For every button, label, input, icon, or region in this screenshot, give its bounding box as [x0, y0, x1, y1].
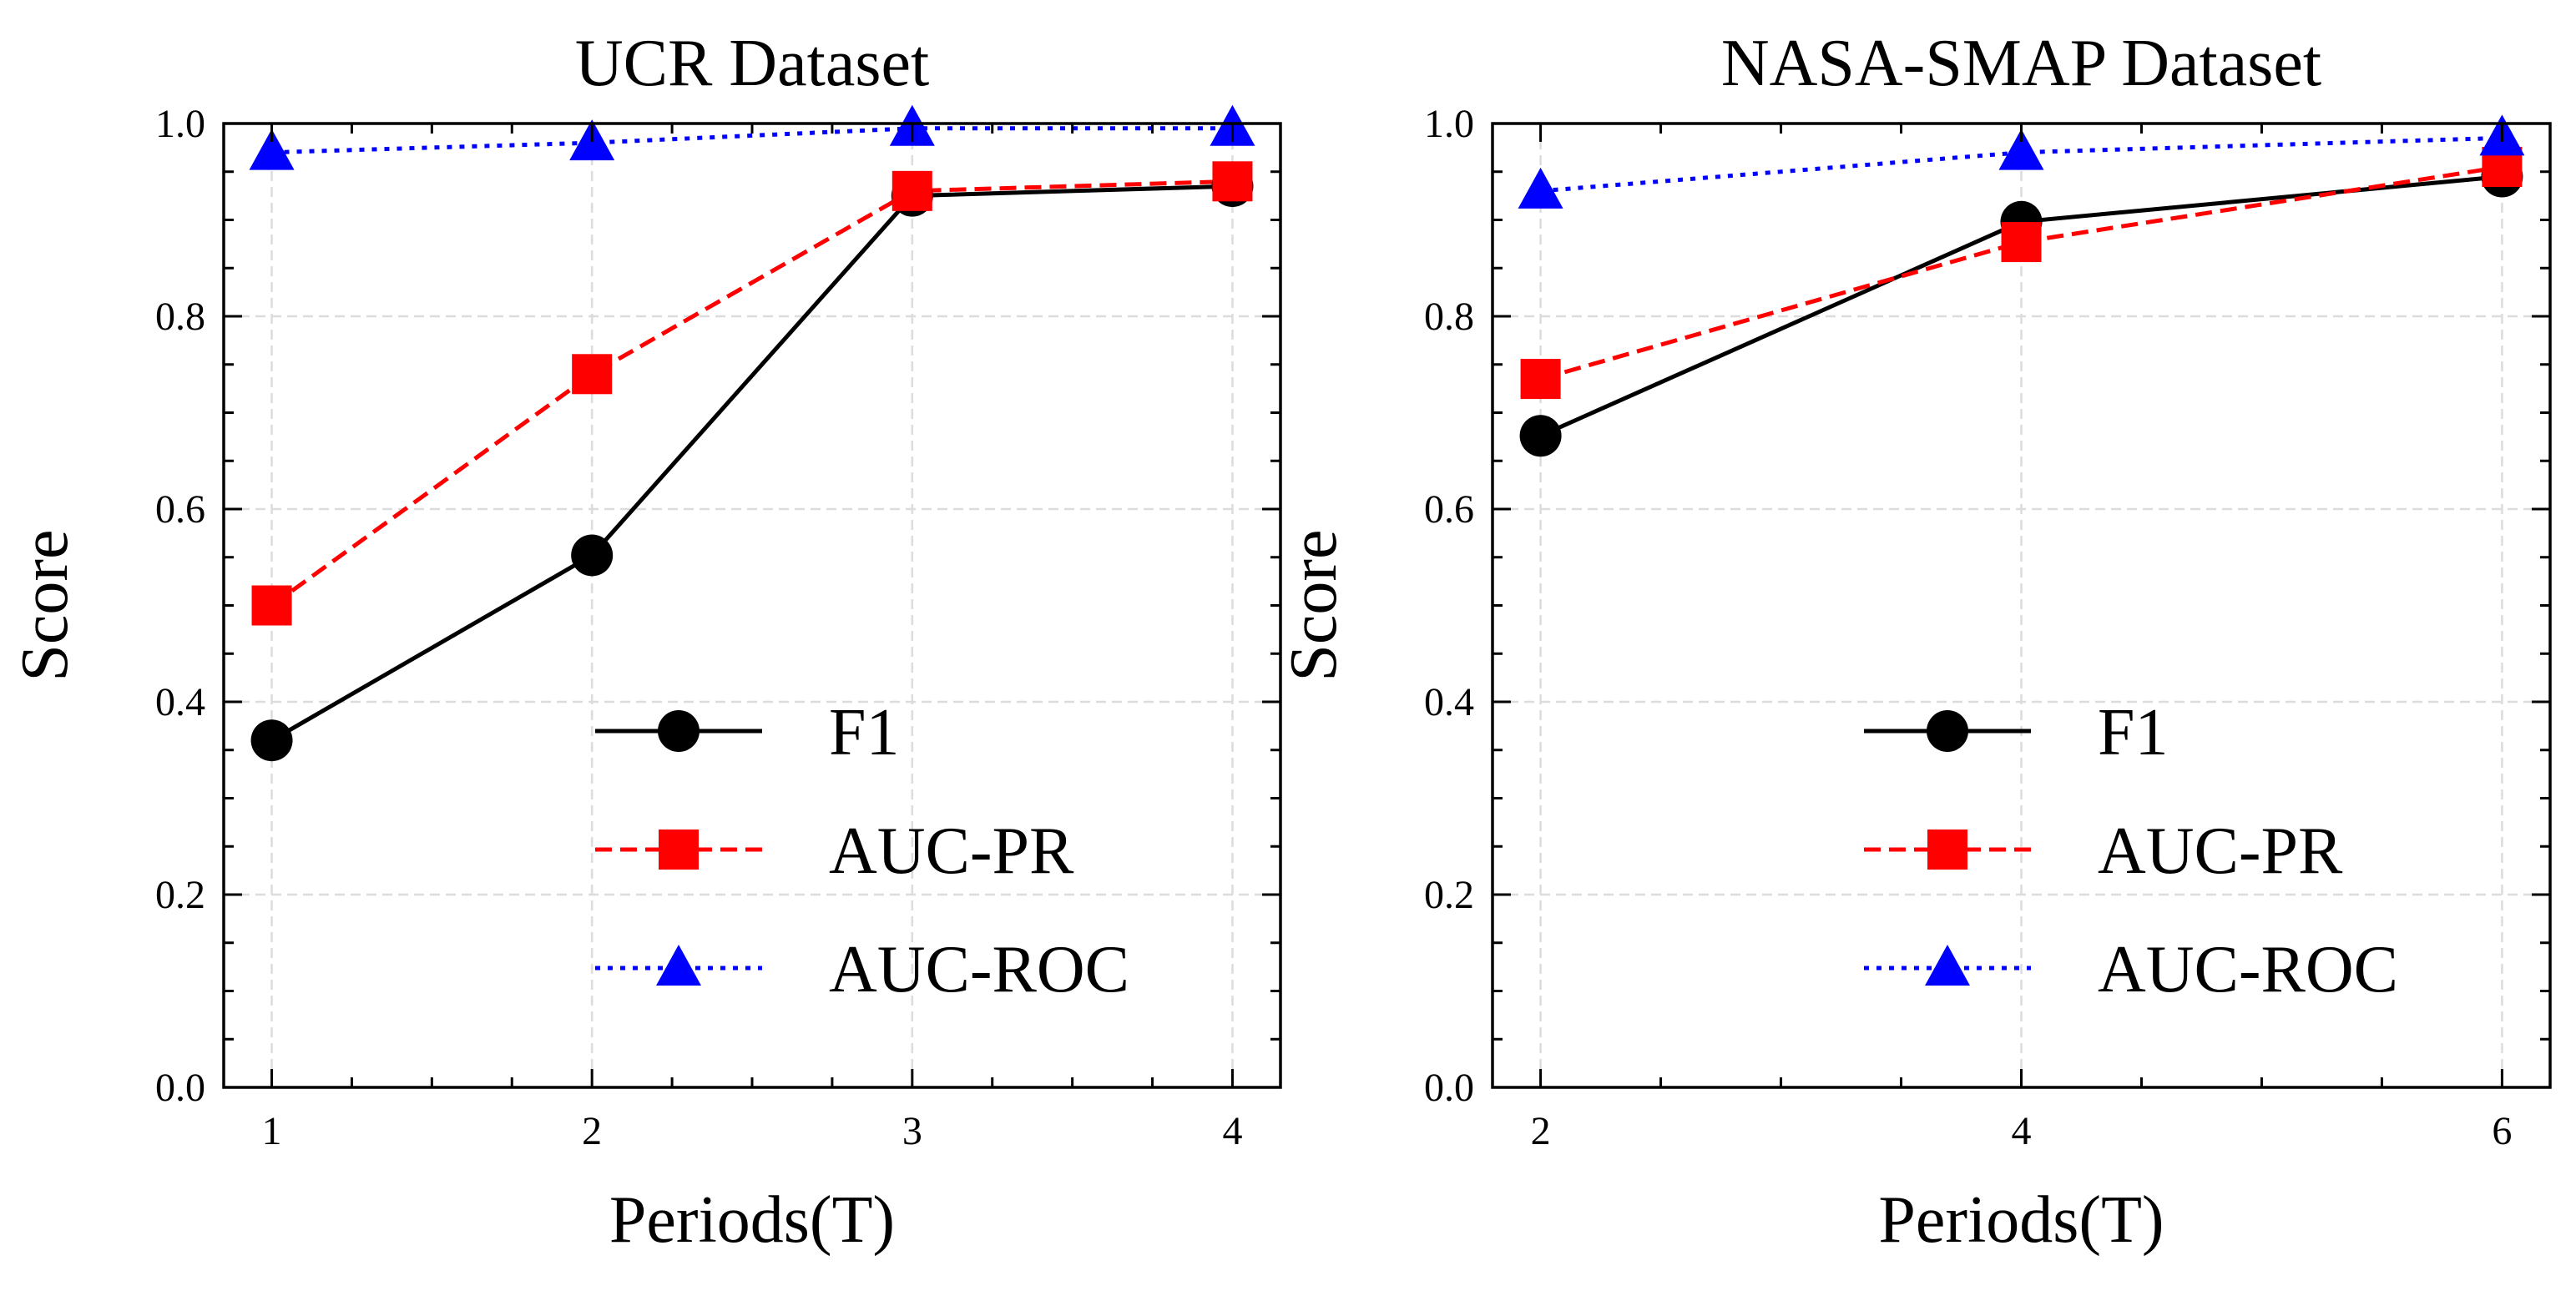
x-tick-label: 3 — [902, 1109, 922, 1153]
data-point-f1 — [571, 534, 614, 577]
y-tick-label: 1.0 — [155, 102, 205, 146]
y-axis-label: Score — [8, 529, 82, 681]
series-line-auc-roc — [1540, 135, 2503, 194]
y-tick-label: 0.2 — [155, 873, 205, 917]
x-tick-label: 4 — [1222, 1109, 1242, 1153]
legend-label: F1 — [2098, 696, 2169, 769]
data-point-f1 — [250, 719, 293, 762]
y-tick-label: 0.4 — [1424, 680, 1474, 724]
y-axis-label: Score — [1277, 529, 1351, 681]
y-tick-label: 0.2 — [1424, 873, 1474, 917]
data-point-auc-pr — [891, 170, 932, 211]
data-point-auc-pr — [572, 354, 613, 395]
y-tick-label: 0.4 — [155, 680, 205, 724]
legend: F1 AUC-PR AUC-ROC — [1864, 696, 2398, 1006]
legend-marker-auc-pr — [659, 830, 699, 870]
chart-panel-2: 0.0 0.2 0.4 0.6 0.8 1.0 2 4 6 NASA-SMAP Dataset Pe… — [1277, 27, 2552, 1257]
legend-label: AUC-PR — [829, 814, 1074, 888]
series-line-f1 — [270, 184, 1233, 743]
x-tick-label: 2 — [1531, 1109, 1551, 1153]
legend-label: F1 — [829, 696, 900, 769]
y-tick-label: 0.8 — [155, 295, 205, 339]
legend-marker-auc-roc — [1925, 945, 1970, 986]
series-line-auc-pr — [1539, 164, 2503, 381]
legend-marker-f1 — [1927, 710, 1968, 752]
x-tick-label: 1 — [262, 1109, 282, 1153]
data-point-f1 — [1519, 415, 1562, 457]
legend-label: AUC-ROC — [829, 933, 1129, 1006]
y-tick-label: 1.0 — [1424, 102, 1474, 146]
y-tick-label: 0.6 — [1424, 487, 1474, 532]
legend-label: AUC-ROC — [2098, 933, 2398, 1006]
x-tick-label: 4 — [2012, 1109, 2032, 1153]
data-point-auc-roc — [1998, 129, 2044, 170]
y-tick-label: 0.8 — [1424, 295, 1474, 339]
y-tick-label: 0.0 — [155, 1066, 205, 1110]
data-point-auc-roc — [1518, 167, 1563, 209]
data-point-auc-pr — [1212, 161, 1253, 202]
legend: F1 AUC-PR AUC-ROC — [595, 696, 1129, 1006]
data-point-auc-pr — [1520, 359, 1561, 400]
chart-title: UCR Dataset — [575, 27, 929, 100]
y-tick-label: 0.6 — [155, 487, 205, 532]
chart-panel-1: 0.0 0.2 0.4 0.6 0.8 1.0 1 2 3 4 UCR Dataset Periods… — [8, 27, 1282, 1257]
legend-marker-f1 — [658, 710, 700, 752]
legend-marker-auc-pr — [1927, 830, 1967, 870]
x-tick-label: 2 — [582, 1109, 602, 1153]
data-point-auc-pr — [251, 585, 292, 626]
data-point-auc-pr — [2001, 222, 2042, 263]
x-tick-label: 6 — [2492, 1109, 2512, 1153]
series-line-auc-roc — [271, 126, 1233, 155]
y-tick-label: 0.0 — [1424, 1066, 1474, 1110]
legend-marker-auc-roc — [656, 945, 701, 986]
legend-label: AUC-PR — [2098, 814, 2343, 888]
chart-title: NASA-SMAP Dataset — [1721, 27, 2321, 100]
x-axis-label: Periods(T) — [1878, 1183, 2164, 1257]
data-point-auc-roc — [249, 129, 295, 170]
x-axis-label: Periods(T) — [609, 1183, 895, 1257]
series-line-auc-pr — [270, 179, 1233, 608]
